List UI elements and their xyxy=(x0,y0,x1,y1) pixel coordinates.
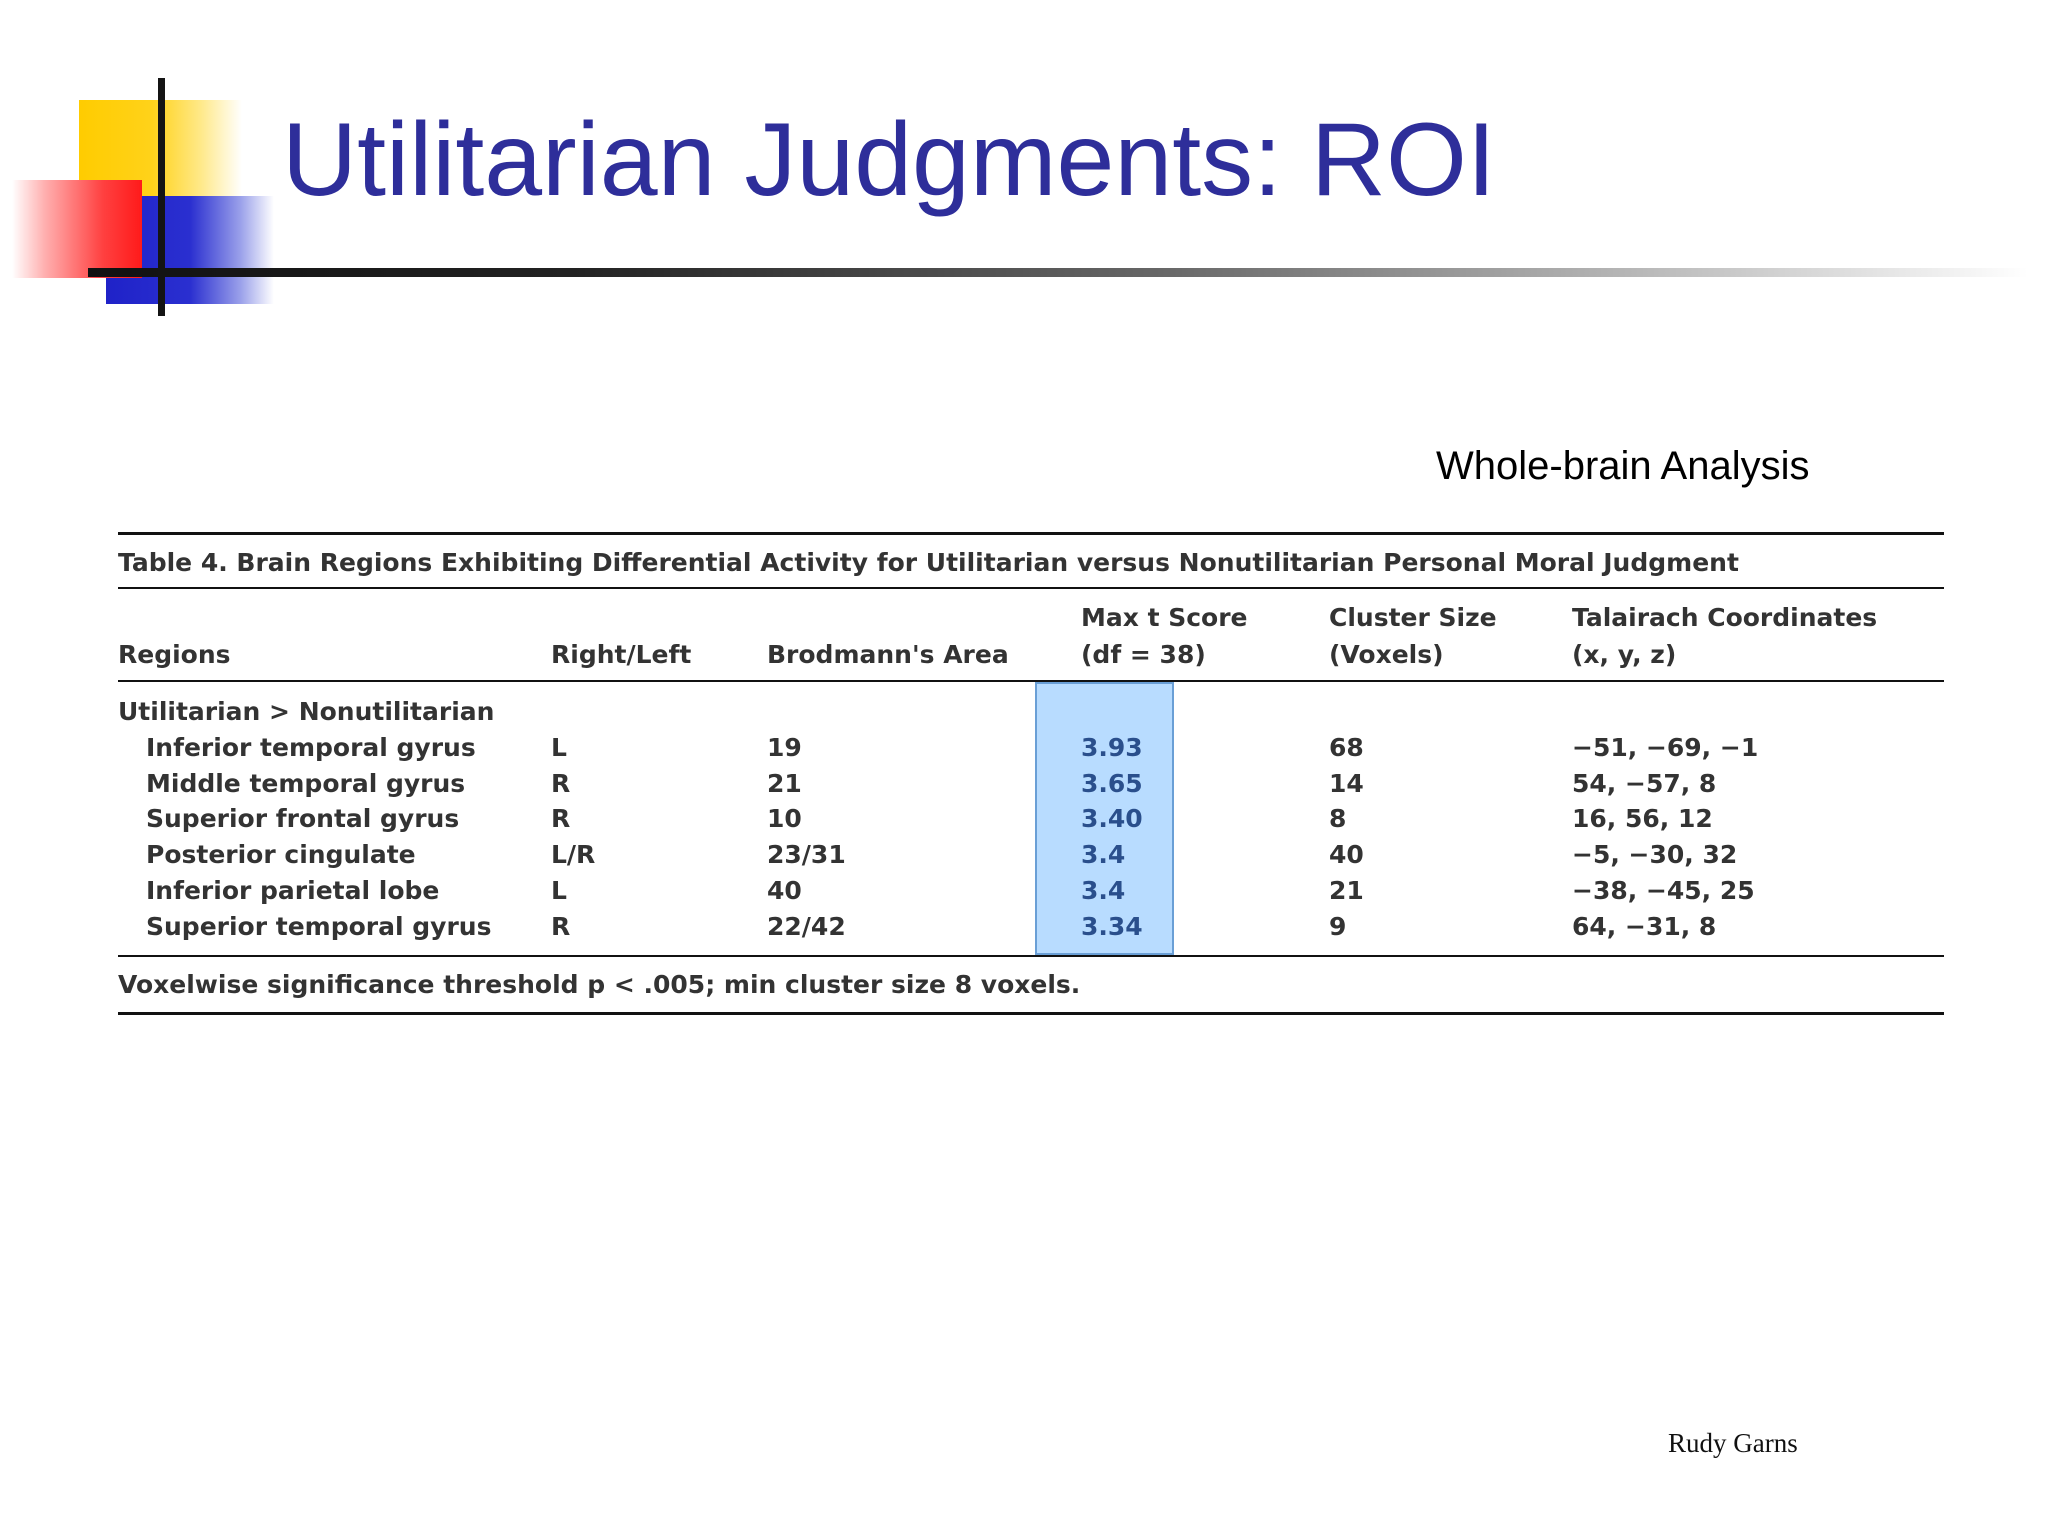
table-cell-coords: 16, 56, 12 xyxy=(1572,804,1713,833)
title-underline-decoration xyxy=(88,268,2028,277)
table-cell-brodmann: 40 xyxy=(767,876,802,905)
table-cell-tscore: 3.34 xyxy=(1081,912,1143,941)
header-brodmann: Brodmann's Area xyxy=(767,640,1009,669)
red-square-decoration xyxy=(12,180,142,278)
table-cell-side: L xyxy=(551,876,567,905)
table-cell-region: Inferior parietal lobe xyxy=(146,876,440,905)
table-cell-coords: −5, −30, 32 xyxy=(1572,840,1738,869)
header-talairach-line1: Talairach Coordinates xyxy=(1572,603,1878,632)
table-bottom-rule xyxy=(118,1012,1944,1015)
results-table: Table 4. Brain Regions Exhibiting Differ… xyxy=(118,532,1944,1016)
slide-logo xyxy=(0,0,300,330)
vertical-bar-decoration xyxy=(158,78,165,316)
table-cell-side: L xyxy=(551,733,567,762)
header-tscore-line1: Max t Score xyxy=(1081,603,1248,632)
table-cell-side: L/R xyxy=(551,840,596,869)
table-cell-tscore: 3.4 xyxy=(1081,840,1126,869)
tscore-highlight-box xyxy=(1035,682,1174,955)
table-cell-region: Superior temporal gyrus xyxy=(146,912,492,941)
table-cell-coords: 54, −57, 8 xyxy=(1572,769,1717,798)
table-cell-brodmann: 10 xyxy=(767,804,802,833)
slide-title: Utilitarian Judgments: ROI xyxy=(282,102,1496,218)
table-cell-tscore: 3.93 xyxy=(1081,733,1143,762)
table-cell-side: R xyxy=(551,804,571,833)
body-rule xyxy=(118,955,1944,957)
table-cell-region: Posterior cingulate xyxy=(146,840,416,869)
table-cell-tscore: 3.4 xyxy=(1081,876,1126,905)
header-talairach-line2: (x, y, z) xyxy=(1572,640,1677,669)
table-cell-cluster: 9 xyxy=(1329,912,1347,941)
table-cell-region: Middle temporal gyrus xyxy=(146,769,466,798)
header-regions: Regions xyxy=(118,640,231,669)
table-cell-region: Inferior temporal gyrus xyxy=(146,733,476,762)
table-cell-tscore: 3.40 xyxy=(1081,804,1143,833)
caption-rule xyxy=(118,587,1944,589)
table-top-rule xyxy=(118,532,1944,535)
table-cell-side: R xyxy=(551,912,571,941)
header-rule xyxy=(118,680,1944,682)
slide-author: Rudy Garns xyxy=(1668,1428,1798,1458)
header-tscore-line2: (df = 38) xyxy=(1081,640,1206,669)
table-cell-cluster: 40 xyxy=(1329,840,1364,869)
table-cell-coords: 64, −31, 8 xyxy=(1572,912,1717,941)
header-cluster-line2: (Voxels) xyxy=(1329,640,1444,669)
table-cell-brodmann: 21 xyxy=(767,769,802,798)
table-cell-brodmann: 19 xyxy=(767,733,802,762)
table-cell-tscore: 3.65 xyxy=(1081,769,1143,798)
header-cluster-line1: Cluster Size xyxy=(1329,603,1497,632)
table-cell-coords: −38, −45, 25 xyxy=(1572,876,1755,905)
table-cell-region: Superior frontal gyrus xyxy=(146,804,460,833)
table-cell-side: R xyxy=(551,769,571,798)
table-footnote: Voxelwise significance threshold p < .00… xyxy=(118,970,1081,999)
table-caption: Table 4. Brain Regions Exhibiting Differ… xyxy=(118,548,1739,577)
table-cell-brodmann: 22/42 xyxy=(767,912,846,941)
table-cell-brodmann: 23/31 xyxy=(767,840,846,869)
table-cell-coords: −51, −69, −1 xyxy=(1572,733,1759,762)
slide-subtitle: Whole-brain Analysis xyxy=(1436,444,1810,488)
table-cell-cluster: 14 xyxy=(1329,769,1364,798)
table-cell-cluster: 68 xyxy=(1329,733,1364,762)
group-label: Utilitarian > Nonutilitarian xyxy=(118,697,495,726)
table-cell-cluster: 8 xyxy=(1329,804,1347,833)
header-side: Right/Left xyxy=(551,640,692,669)
table-cell-cluster: 21 xyxy=(1329,876,1364,905)
